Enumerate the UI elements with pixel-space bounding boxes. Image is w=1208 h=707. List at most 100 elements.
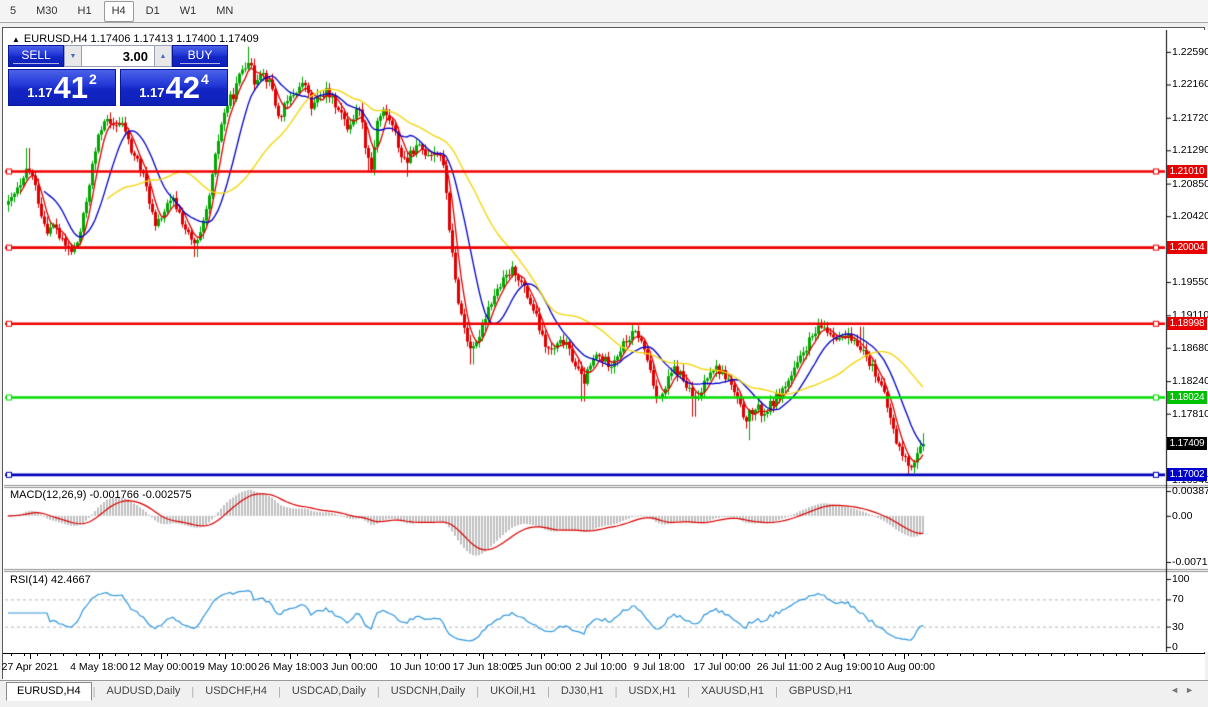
tab-usdcad-daily[interactable]: USDCAD,Daily xyxy=(291,685,366,697)
date-minor-tick xyxy=(674,654,675,656)
tab-separator: | xyxy=(614,685,618,698)
tab-separator: | xyxy=(774,685,778,698)
date-minor-tick xyxy=(791,654,792,656)
timeframe-button-5[interactable]: 5 xyxy=(10,4,17,17)
chart-tab-bar[interactable]: EURUSD,H4 | AUDUSD,Daily | USDCHF,H4 | USDCAD,… xyxy=(0,680,1208,702)
spin-up-icon: ▲ xyxy=(159,52,167,60)
volume-input[interactable] xyxy=(82,45,154,67)
tab-scroll-arrows[interactable]: ◄► xyxy=(1170,685,1200,695)
date-minor-tick xyxy=(921,654,922,656)
date-tick-label: 17 Jun 18:00 xyxy=(452,661,514,673)
date-tick-label: 26 Jul 11:00 xyxy=(756,661,814,673)
date-minor-tick xyxy=(804,654,805,656)
date-tick-mark xyxy=(161,654,162,659)
tab-usdcnh-daily[interactable]: USDCNH,Daily xyxy=(390,685,466,697)
date-axis[interactable]: 27 Apr 2021 4 May 18:00 12 May 00:00 19 May… xyxy=(2,653,1205,680)
tab-scroll-left-icon[interactable]: ◄ xyxy=(1170,685,1186,695)
date-minor-tick xyxy=(50,654,51,656)
volume-decrease-button[interactable]: ▼ xyxy=(64,45,82,67)
sell-price-sup: 2 xyxy=(89,71,97,87)
date-minor-tick xyxy=(999,654,1000,656)
date-minor-tick xyxy=(596,654,597,656)
date-minor-tick xyxy=(180,654,181,656)
buy-price-big: 42 xyxy=(165,70,200,105)
date-tick-mark xyxy=(350,654,351,659)
timeframe-button-mn[interactable]: MN xyxy=(216,4,234,17)
date-minor-tick xyxy=(856,654,857,656)
date-minor-tick xyxy=(986,654,987,656)
date-minor-tick xyxy=(154,654,155,656)
tab-separator: | xyxy=(687,685,691,698)
tab-separator: | xyxy=(278,685,281,698)
macd-name: MACD(12,26,9) xyxy=(10,489,87,501)
date-minor-tick xyxy=(297,654,298,656)
date-tick-mark xyxy=(541,654,542,659)
timeframe-button-h1[interactable]: H1 xyxy=(77,4,92,17)
timeframe-button-h4[interactable]: H4 xyxy=(103,0,134,22)
date-tick-mark xyxy=(722,654,723,659)
date-minor-tick xyxy=(882,654,883,656)
sell-price-box[interactable]: 1.17 41 2 xyxy=(8,69,116,106)
tab-ukoil-h1[interactable]: UKOil,H1 xyxy=(490,685,536,697)
date-tick-label: 2 Aug 19:00 xyxy=(815,661,873,673)
macd-indicator-label: MACD(12,26,9) -0.001766 -0.002575 xyxy=(10,489,192,501)
date-minor-tick xyxy=(323,654,324,656)
date-minor-tick xyxy=(700,654,701,656)
sell-price-prefix: 1.17 xyxy=(27,85,53,100)
timeframe-toolbar[interactable]: 5 M30 H1 H4 D1 W1 MN xyxy=(0,0,1208,23)
rsi-value: 42.4667 xyxy=(50,574,91,586)
price-chart-canvas[interactable] xyxy=(4,30,1208,652)
date-minor-tick xyxy=(1142,654,1143,656)
date-minor-tick xyxy=(24,654,25,656)
date-minor-tick xyxy=(167,654,168,656)
tab-usdx-h1[interactable]: USDX,H1 xyxy=(628,685,677,697)
date-minor-tick xyxy=(1090,654,1091,656)
date-tick-label: 12 May 00:00 xyxy=(129,661,193,673)
date-minor-tick xyxy=(635,654,636,656)
date-tick-mark xyxy=(844,654,845,659)
tab-dj30-h1[interactable]: DJ30,H1 xyxy=(560,685,604,697)
date-minor-tick xyxy=(193,654,194,656)
timeframe-button-m30[interactable]: M30 xyxy=(36,4,58,17)
tab-eurusd-h4[interactable]: EURUSD,H4 xyxy=(6,681,92,701)
buy-button[interactable]: BUY xyxy=(172,45,228,67)
date-minor-tick xyxy=(1038,654,1039,656)
rsi-name: RSI(14) xyxy=(10,574,48,586)
volume-increase-button[interactable]: ▲ xyxy=(154,45,172,67)
date-minor-tick xyxy=(219,654,220,656)
tab-usdchf-h4[interactable]: USDCHF,H4 xyxy=(205,685,267,697)
date-minor-tick xyxy=(895,654,896,656)
collapse-triangle-icon[interactable]: ▲ xyxy=(12,35,20,44)
date-minor-tick xyxy=(37,654,38,656)
tab-scroll-right-icon[interactable]: ► xyxy=(1185,685,1200,695)
date-minor-tick xyxy=(583,654,584,656)
tab-xauusd-h1[interactable]: XAUUSD,H1 xyxy=(701,685,764,697)
date-tick-mark xyxy=(225,654,226,659)
date-minor-tick xyxy=(557,654,558,656)
date-tick-mark xyxy=(601,654,602,659)
buy-price-box[interactable]: 1.17 42 4 xyxy=(120,69,228,106)
date-tick-label: 3 Jun 00:00 xyxy=(322,661,378,673)
date-minor-tick xyxy=(661,654,662,656)
timeframe-button-w1[interactable]: W1 xyxy=(179,4,197,17)
symbol-ohlc-text: EURUSD,H4 1.17406 1.17413 1.17400 1.1740… xyxy=(23,33,259,45)
date-minor-tick xyxy=(505,654,506,656)
date-minor-tick xyxy=(102,654,103,656)
date-minor-tick xyxy=(362,654,363,656)
date-minor-tick xyxy=(128,654,129,656)
date-minor-tick xyxy=(479,654,480,656)
date-minor-tick xyxy=(934,654,935,656)
tab-audusd-daily[interactable]: AUDUSD,Daily xyxy=(106,685,181,697)
timeframe-button-d1[interactable]: D1 xyxy=(145,4,160,17)
sell-button[interactable]: SELL xyxy=(8,45,64,67)
date-minor-tick xyxy=(11,654,12,656)
date-minor-tick xyxy=(63,654,64,656)
tab-gbpusd-h1[interactable]: GBPUSD,H1 xyxy=(788,685,853,697)
date-tick-mark xyxy=(659,654,660,659)
date-minor-tick xyxy=(687,654,688,656)
date-minor-tick xyxy=(1025,654,1026,656)
date-minor-tick xyxy=(284,654,285,656)
date-minor-tick xyxy=(531,654,532,656)
date-minor-tick xyxy=(869,654,870,656)
date-minor-tick xyxy=(232,654,233,656)
